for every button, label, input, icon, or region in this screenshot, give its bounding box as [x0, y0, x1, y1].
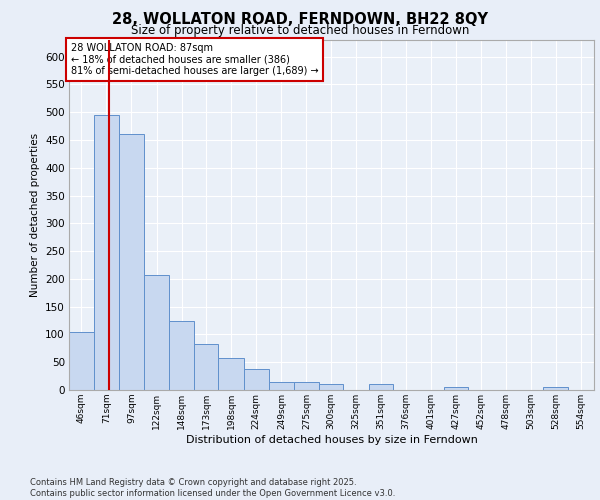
Bar: [169, 320, 194, 390]
Bar: [369, 384, 394, 390]
Bar: [218, 358, 244, 390]
Bar: [294, 382, 319, 390]
Text: 28, WOLLATON ROAD, FERNDOWN, BH22 8QY: 28, WOLLATON ROAD, FERNDOWN, BH22 8QY: [112, 12, 488, 28]
Bar: [94, 115, 119, 390]
Text: Size of property relative to detached houses in Ferndown: Size of property relative to detached ho…: [131, 24, 469, 37]
Text: 28 WOLLATON ROAD: 87sqm
← 18% of detached houses are smaller (386)
81% of semi-d: 28 WOLLATON ROAD: 87sqm ← 18% of detache…: [71, 43, 319, 76]
Bar: [244, 370, 269, 390]
Bar: [543, 387, 568, 390]
Bar: [319, 384, 343, 390]
Bar: [443, 387, 468, 390]
Bar: [269, 382, 294, 390]
X-axis label: Distribution of detached houses by size in Ferndown: Distribution of detached houses by size …: [185, 434, 478, 444]
Bar: [69, 332, 94, 390]
Y-axis label: Number of detached properties: Number of detached properties: [29, 133, 40, 297]
Bar: [194, 344, 218, 390]
Bar: [119, 134, 144, 390]
Bar: [144, 275, 169, 390]
Text: Contains HM Land Registry data © Crown copyright and database right 2025.
Contai: Contains HM Land Registry data © Crown c…: [30, 478, 395, 498]
